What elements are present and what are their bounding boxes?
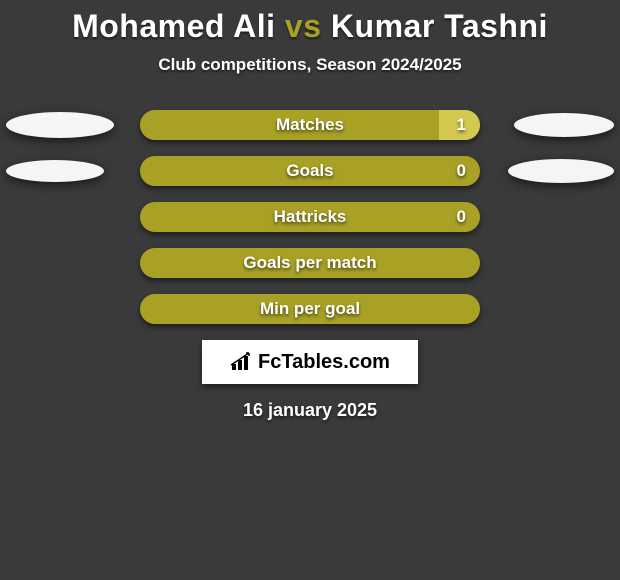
- logo-text: FcTables.com: [258, 351, 390, 374]
- stat-row: Hattricks0: [0, 202, 620, 232]
- date-text: 16 january 2025: [0, 400, 620, 421]
- stat-bar: Goals per match: [140, 248, 480, 278]
- stat-value-right: 1: [457, 110, 466, 140]
- player1-ellipse: [6, 112, 114, 138]
- stat-value-right: 0: [457, 156, 466, 186]
- stat-bar: Hattricks0: [140, 202, 480, 232]
- page-title: Mohamed Ali vs Kumar Tashni: [0, 8, 620, 45]
- stat-label: Min per goal: [140, 294, 480, 324]
- vs-text: vs: [285, 8, 322, 44]
- chart-icon: [230, 352, 254, 372]
- logo-box: FcTables.com: [202, 340, 418, 384]
- stat-row: Min per goal: [0, 294, 620, 324]
- player2-name: Kumar Tashni: [331, 8, 548, 44]
- stat-row: Goals0: [0, 156, 620, 186]
- comparison-card: Mohamed Ali vs Kumar Tashni Club competi…: [0, 0, 620, 421]
- logo: FcTables.com: [230, 351, 390, 374]
- stat-label: Goals: [140, 156, 480, 186]
- stat-row: Goals per match: [0, 248, 620, 278]
- player1-name: Mohamed Ali: [72, 8, 275, 44]
- stat-bar: Goals0: [140, 156, 480, 186]
- stat-rows: Matches1Goals0Hattricks0Goals per matchM…: [0, 110, 620, 324]
- stat-label: Hattricks: [140, 202, 480, 232]
- stat-bar: Min per goal: [140, 294, 480, 324]
- player1-ellipse: [6, 160, 104, 182]
- player2-ellipse: [508, 159, 614, 183]
- stat-label: Matches: [140, 110, 480, 140]
- stat-row: Matches1: [0, 110, 620, 140]
- stat-value-right: 0: [457, 202, 466, 232]
- player2-ellipse: [514, 113, 614, 137]
- stat-label: Goals per match: [140, 248, 480, 278]
- stat-bar: Matches1: [140, 110, 480, 140]
- subtitle: Club competitions, Season 2024/2025: [0, 55, 620, 75]
